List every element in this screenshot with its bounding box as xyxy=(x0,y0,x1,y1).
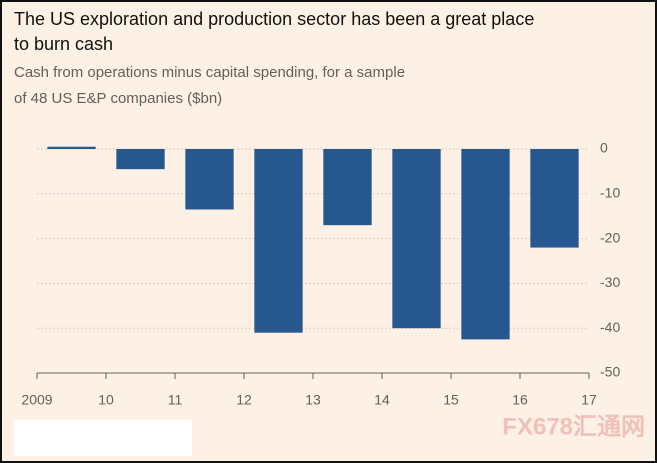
bar xyxy=(530,149,579,248)
x-tick-label: 15 xyxy=(443,392,459,408)
x-tick-label: 13 xyxy=(305,392,321,408)
x-tick-label: 17 xyxy=(581,392,597,408)
watermark: FX678汇通网 xyxy=(502,413,645,440)
bar xyxy=(254,149,303,333)
y-tick-label: -10 xyxy=(600,185,620,201)
chart-title: to burn cash xyxy=(14,34,113,54)
bar xyxy=(323,149,372,226)
x-tick-label: 11 xyxy=(168,392,183,408)
x-tick-label: 10 xyxy=(98,392,114,408)
y-tick-label: 0 xyxy=(600,140,608,156)
y-tick-label: -50 xyxy=(600,364,620,380)
chart-subtitle: Cash from operations minus capital spend… xyxy=(14,64,405,81)
bar xyxy=(461,149,510,340)
bar xyxy=(47,146,96,149)
x-tick-label: 14 xyxy=(374,392,390,408)
blank-box xyxy=(14,420,192,456)
y-tick-label: -20 xyxy=(600,229,620,245)
x-tick-label: 12 xyxy=(236,392,252,408)
x-tick-label: 16 xyxy=(512,392,528,408)
y-tick-label: -40 xyxy=(600,319,620,335)
x-tick-label: 2009 xyxy=(21,392,52,408)
bar xyxy=(185,149,234,210)
chart-title: The US exploration and production sector… xyxy=(14,9,534,29)
bar xyxy=(392,149,441,329)
bar xyxy=(116,149,165,170)
y-tick-label: -30 xyxy=(600,274,620,290)
chart-subtitle: of 48 US E&P companies ($bn) xyxy=(14,90,222,107)
